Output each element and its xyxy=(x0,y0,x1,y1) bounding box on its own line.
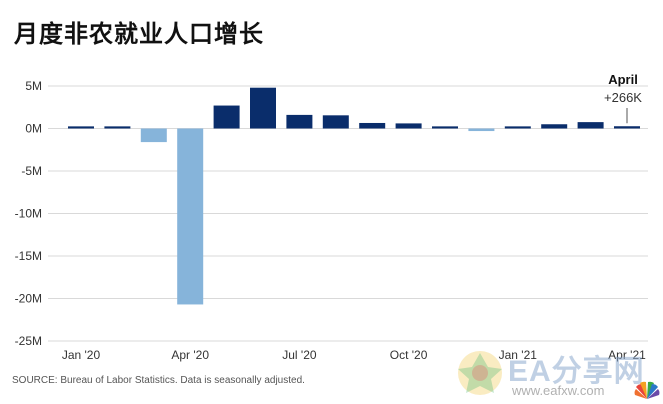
annotation-title: April xyxy=(608,72,638,87)
bar xyxy=(504,126,531,129)
watermark-url: www.eafxw.com xyxy=(512,383,605,398)
bar xyxy=(68,126,94,129)
y-tick-label: -15M xyxy=(15,249,42,263)
x-tick-label: Oct '20 xyxy=(390,348,428,362)
x-tick-label: Jan '20 xyxy=(62,348,101,362)
bar xyxy=(104,126,131,129)
annotation-value: +266K xyxy=(604,90,642,105)
peacock-logo-icon xyxy=(634,381,660,399)
x-tick-label: Jan '21 xyxy=(499,348,538,362)
bar xyxy=(614,126,640,129)
watermark-text: EA分享网 xyxy=(508,355,645,388)
bar xyxy=(395,123,422,129)
bar xyxy=(213,105,240,129)
y-tick-label: -5M xyxy=(21,164,42,178)
bar xyxy=(541,124,568,129)
chart-title: 月度非农就业人口增长 xyxy=(14,19,264,48)
x-tick-label: Apr '20 xyxy=(171,348,209,362)
y-tick-label: 5M xyxy=(25,79,42,93)
x-tick-label: Jul '20 xyxy=(282,348,317,362)
bar xyxy=(359,122,386,129)
y-tick-label: -10M xyxy=(15,207,42,221)
bar xyxy=(468,128,495,132)
bar xyxy=(140,128,167,143)
bar xyxy=(577,122,604,129)
bar xyxy=(432,126,458,129)
bar xyxy=(286,114,313,129)
source-note: SOURCE: Bureau of Labor Statistics. Data… xyxy=(12,375,305,386)
watermark: EA分享网 www.eafxw.com xyxy=(452,345,662,403)
watermark-logo-icon xyxy=(458,351,502,395)
y-tick-label: -20M xyxy=(15,292,42,306)
bar xyxy=(250,87,276,129)
x-tick-label: Apr '21 xyxy=(608,348,646,362)
y-tick-label: -25M xyxy=(15,334,42,348)
bar xyxy=(177,128,204,305)
bar xyxy=(322,115,349,129)
y-tick-label: 0M xyxy=(25,122,42,136)
